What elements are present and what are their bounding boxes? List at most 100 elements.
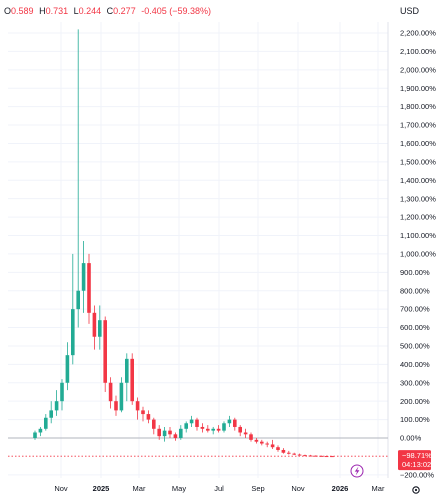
candle	[200, 423, 205, 433]
candle-body	[87, 263, 91, 313]
candle-body	[287, 452, 291, 454]
candle-body	[179, 428, 183, 438]
close-value: 0.277	[113, 6, 136, 16]
candle	[92, 305, 97, 350]
candle	[297, 453, 302, 456]
y-tick-label: 1,700.00%	[400, 121, 436, 130]
candle	[292, 452, 296, 456]
candle	[71, 253, 75, 365]
gear-icon[interactable]	[412, 486, 420, 494]
countdown-label: 04:13:02	[402, 460, 431, 469]
candle-body	[76, 290, 80, 310]
low-key: L	[73, 6, 79, 16]
candle	[54, 390, 59, 416]
candle	[103, 316, 107, 392]
candle-body	[54, 401, 59, 411]
y-tick-label: 1,100.00%	[400, 231, 436, 240]
candle-body	[243, 432, 248, 435]
candle	[314, 455, 318, 457]
candle-body	[265, 443, 269, 445]
candle-body	[38, 428, 43, 433]
candle-body	[314, 455, 318, 457]
y-tick-label: 400.00%	[400, 360, 430, 369]
high-key: H	[39, 6, 46, 16]
candle-body	[157, 428, 161, 437]
currency-label[interactable]: USD	[400, 6, 420, 16]
candle-body	[249, 434, 253, 440]
candle-body	[141, 410, 145, 415]
high-value: 0.731	[45, 6, 69, 16]
candle-body	[276, 447, 280, 450]
y-tick-label: 700.00%	[400, 305, 430, 314]
candle-body	[135, 401, 140, 411]
candle-body	[44, 417, 48, 429]
candle-body	[222, 423, 226, 431]
candle	[157, 425, 161, 440]
y-tick-label: −200.00%	[400, 470, 434, 479]
x-tick-label: Jul	[214, 484, 224, 493]
time-axis-labels: Nov 2025 Mar May Jul Sep Nov 2026 Mar	[54, 484, 385, 493]
y-tick-label: 2,100.00%	[400, 47, 436, 56]
candle	[189, 415, 194, 427]
candle-body	[114, 401, 118, 411]
current-value-tag-bg	[398, 450, 431, 471]
candle	[125, 353, 129, 402]
y-tick-label: 1,600.00%	[400, 139, 436, 148]
candle	[270, 439, 275, 450]
y-tick-label: 600.00%	[400, 323, 430, 332]
lightning-icon[interactable]	[350, 464, 364, 478]
y-tick-label: 1,500.00%	[400, 157, 436, 166]
candle	[216, 425, 221, 433]
candle-body	[162, 430, 167, 437]
candle	[195, 417, 199, 431]
candle	[330, 455, 334, 458]
candle-body	[184, 423, 188, 429]
candle	[287, 450, 291, 455]
y-tick-label: 1,800.00%	[400, 102, 436, 111]
candle-body	[60, 382, 64, 402]
candle	[76, 29, 80, 328]
candle	[260, 439, 264, 446]
candle-body	[195, 419, 199, 427]
candle-body	[130, 358, 134, 402]
x-tick-label: Sep	[251, 484, 264, 493]
close-key: C	[106, 6, 114, 16]
y-tick-label: 800.00%	[400, 286, 430, 295]
candle-body	[227, 419, 232, 424]
candle-body	[33, 432, 37, 438]
candle-body	[297, 454, 302, 456]
candle	[281, 448, 286, 454]
y-tick-label: 0.00%	[400, 434, 422, 443]
x-tick-label: May	[172, 484, 186, 493]
candle	[130, 353, 134, 405]
candle	[243, 428, 248, 438]
candle-body	[81, 263, 86, 291]
candle	[233, 417, 237, 431]
candle-body	[108, 382, 113, 402]
candles	[33, 29, 334, 458]
y-tick-label: 2,200.00%	[400, 29, 436, 38]
x-tick-label: 2025	[93, 484, 110, 493]
x-tick-label: Nov	[54, 484, 68, 493]
candle	[65, 342, 70, 391]
candle	[114, 395, 118, 416]
candle	[38, 426, 43, 437]
candle-body	[49, 410, 53, 418]
candle-body	[168, 430, 172, 435]
x-tick-label: Nov	[291, 484, 305, 493]
candle-body	[303, 455, 307, 457]
y-tick-label: 1,300.00%	[400, 194, 436, 203]
candle	[254, 438, 259, 444]
y-tick-label: 900.00%	[400, 268, 430, 277]
candle	[135, 397, 140, 420]
candle	[206, 425, 210, 433]
candle	[184, 421, 188, 433]
y-tick-label: 100.00%	[400, 415, 430, 424]
candle	[238, 425, 242, 437]
candle	[211, 426, 215, 435]
candle	[146, 410, 151, 424]
ohlc-readout: O0.589 H0.731 L0.244 C0.277 -0.405 (−59.…	[4, 6, 214, 16]
y-tick-label: 200.00%	[400, 397, 430, 406]
current-value-label: −98.71%	[402, 451, 432, 460]
